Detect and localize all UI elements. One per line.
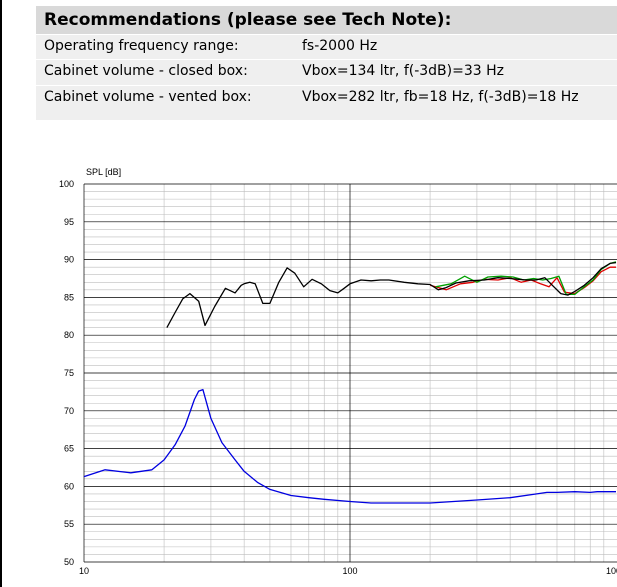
y-tick-label: 60 — [64, 481, 74, 491]
left-frame-border — [0, 0, 2, 587]
x-tick-label-clipped: 1000 — [606, 566, 617, 576]
y-tick-label: 70 — [64, 406, 74, 416]
minor-grid — [84, 184, 617, 562]
row-label: Cabinet volume - vented box: — [44, 89, 252, 105]
row-label: Cabinet volume - closed box: — [44, 63, 248, 79]
row-label: Operating frequency range: — [44, 38, 239, 54]
row-value: Vbox=282 ltr, fb=18 Hz, f(-3dB)=18 Hz — [302, 89, 579, 105]
tick-labels: 50 55 60 65 70 75 80 85 90 95 100 10 100 1000 — [59, 179, 617, 576]
y-tick-label: 85 — [64, 292, 74, 302]
y-tick-label: 55 — [64, 519, 74, 529]
recommendation-row-vented-box: Cabinet volume - vented box: Vbox=282 lt… — [36, 86, 617, 108]
row-divider — [36, 85, 617, 86]
row-value: Vbox=134 ltr, f(-3dB)=33 Hz — [302, 63, 504, 79]
y-tick-label: 80 — [64, 330, 74, 340]
series-layer — [83, 261, 617, 504]
recommendation-row-frequency-range: Operating frequency range: fs-2000 Hz — [36, 35, 617, 57]
row-divider — [36, 34, 617, 35]
series-blue-line — [83, 388, 616, 504]
major-grid — [83, 183, 617, 563]
y-axis-label: SPL [dB] — [86, 167, 121, 177]
y-tick-label: 65 — [64, 444, 74, 454]
x-tick-label: 100 — [342, 566, 357, 576]
x-tick-label: 10 — [79, 566, 89, 576]
y-tick-label: 100 — [59, 179, 74, 189]
series-green-line — [435, 261, 617, 296]
y-tick-label: 95 — [64, 217, 74, 227]
recommendations-title: Recommendations (please see Tech Note): — [36, 6, 617, 34]
row-divider — [36, 59, 617, 60]
row-value: fs-2000 Hz — [302, 38, 378, 54]
y-tick-label: 75 — [64, 368, 74, 378]
spl-frequency-chart: 50 55 60 65 70 75 80 85 90 95 100 10 100 1000 SPL [dB… — [59, 167, 617, 576]
y-tick-label: 50 — [64, 557, 74, 567]
y-tick-label: 90 — [64, 255, 74, 265]
series-black-line — [166, 261, 617, 328]
recommendation-row-closed-box: Cabinet volume - closed box: Vbox=134 lt… — [36, 60, 617, 82]
